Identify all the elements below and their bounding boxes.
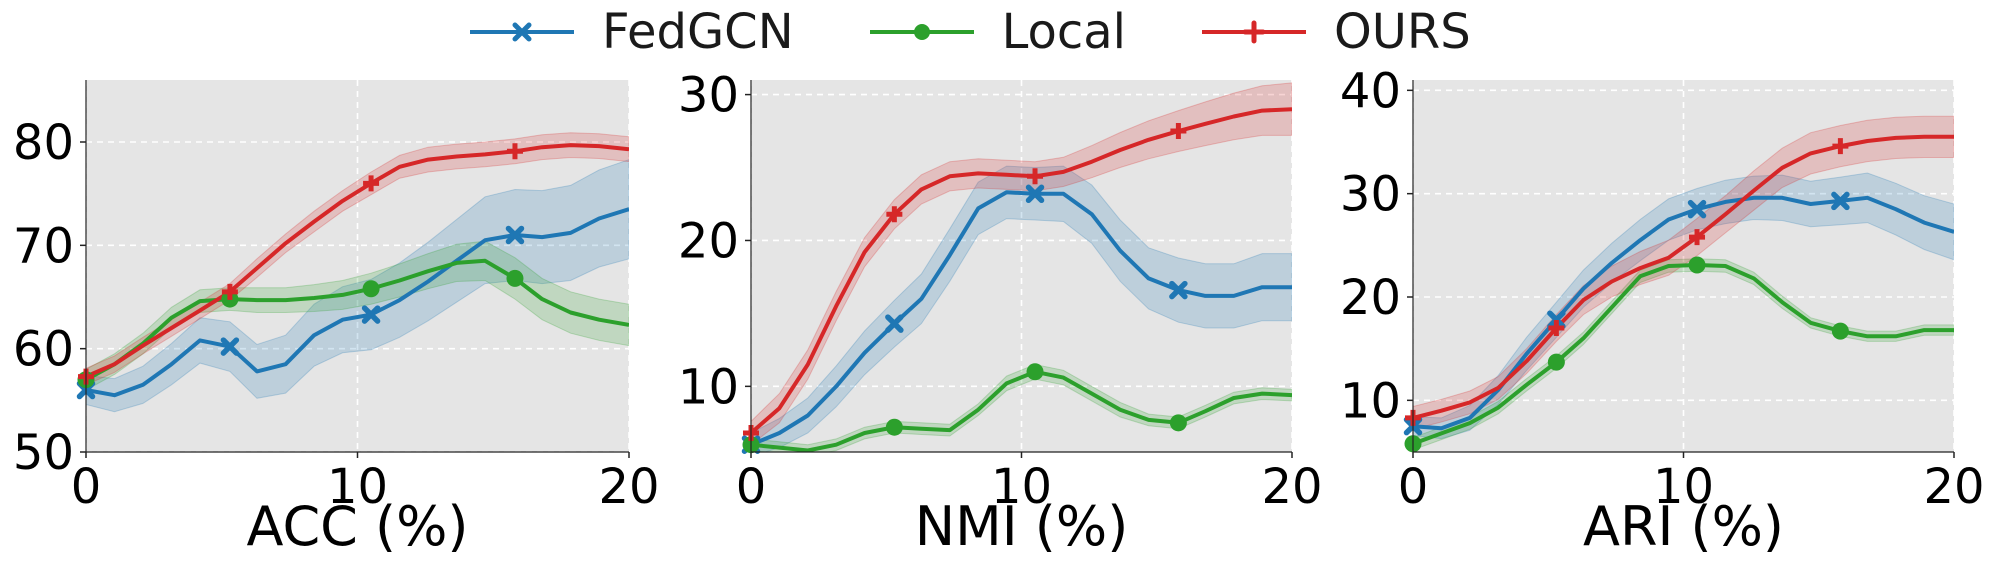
fedgcn-marker xyxy=(1547,310,1566,329)
y-tick-label: 60 xyxy=(13,322,74,378)
local-marker xyxy=(1026,363,1044,381)
local-line xyxy=(86,258,629,382)
ours-marker xyxy=(1689,229,1706,246)
ours-line xyxy=(86,143,629,379)
local-marker xyxy=(362,280,380,298)
fedgcn-legend-marker xyxy=(470,22,574,42)
ari-panel: 0 10 20 10 20 30 40 ARI (%) xyxy=(1340,63,1985,558)
legend-item-local: Local xyxy=(869,4,1127,60)
x-tick-label: 20 xyxy=(1261,459,1322,515)
x-tick-label: 20 xyxy=(1923,459,1984,515)
fedgcn-marker xyxy=(885,314,904,333)
ours-legend-marker xyxy=(1202,20,1307,44)
ours-marker xyxy=(1027,168,1044,185)
x-tick-label: 10 xyxy=(327,459,388,515)
local-confidence-band xyxy=(1413,258,1954,451)
x-axis-label: NMI (%) xyxy=(915,495,1129,558)
ours-marker xyxy=(363,175,380,192)
x-tick-label: 10 xyxy=(1653,459,1714,515)
local-line xyxy=(751,369,1292,452)
ours-marker xyxy=(1170,123,1187,140)
local-marker xyxy=(506,269,524,287)
y-tick-label: 30 xyxy=(678,68,739,124)
ours-marker xyxy=(886,206,903,223)
fedgcn-marker xyxy=(1025,184,1045,204)
local-marker xyxy=(1547,353,1565,371)
legend-item-fedgcn: FedGCN xyxy=(470,4,794,60)
x-axis-label: ARI (%) xyxy=(1583,495,1784,558)
ours-marker xyxy=(221,283,238,300)
ours-marker xyxy=(1548,320,1565,336)
x-tick-label: 0 xyxy=(736,459,767,515)
y-tick-label: 20 xyxy=(678,213,739,269)
series-layer xyxy=(86,132,629,413)
ours-confidence-band xyxy=(86,132,629,386)
y-tick-label: 40 xyxy=(1340,63,1401,119)
series-layer xyxy=(751,82,1292,452)
fedgcn-marker xyxy=(1687,199,1707,219)
local-legend-marker xyxy=(869,24,974,40)
y-tick-label: 80 xyxy=(13,115,74,171)
fedgcn-marker xyxy=(505,225,525,245)
x-axis-label: ACC (%) xyxy=(246,495,468,558)
fedgcn-confidence-band xyxy=(86,159,629,413)
y-tick-label: 50 xyxy=(13,425,74,481)
y-tick-label: 70 xyxy=(13,218,74,274)
fedgcn-marker xyxy=(220,337,240,356)
fedgcn-marker xyxy=(361,305,381,324)
fedgcn-line xyxy=(751,190,1292,447)
ours-marker xyxy=(506,143,523,160)
fedgcn-confidence-band xyxy=(751,165,1292,452)
fedgcn-marker xyxy=(1831,191,1850,211)
series-layer xyxy=(1413,115,1954,451)
local-marker xyxy=(885,418,903,436)
ours-line xyxy=(1413,134,1954,420)
legend-label-fedgcn: FedGCN xyxy=(602,4,794,60)
y-tick-label: 20 xyxy=(1340,270,1401,326)
legend: FedGCN Local OURS xyxy=(470,0,1547,64)
nmi-panel: 0 10 20 10 20 30 NMI (%) xyxy=(678,68,1323,558)
y-tick-label: 10 xyxy=(678,359,739,415)
y-tick-label: 10 xyxy=(1340,373,1401,429)
y-tick-label: 30 xyxy=(1340,167,1401,223)
legend-item-ours: OURS xyxy=(1202,4,1471,60)
local-marker xyxy=(1688,256,1706,274)
x-tick-label: 0 xyxy=(71,459,102,515)
ours-marker xyxy=(1832,138,1849,155)
local-marker xyxy=(1169,414,1187,432)
x-tick-label: 10 xyxy=(991,459,1052,515)
local-marker xyxy=(1831,322,1849,340)
local-line xyxy=(1413,263,1954,446)
x-tick-label: 20 xyxy=(598,459,659,515)
legend-label-local: Local xyxy=(1001,4,1127,60)
fedgcn-line xyxy=(86,207,629,398)
legend-label-ours: OURS xyxy=(1334,4,1471,60)
x-tick-label: 0 xyxy=(1398,459,1429,515)
ours-line xyxy=(751,107,1292,435)
local-confidence-band xyxy=(86,240,629,391)
fedgcn-confidence-band xyxy=(1413,172,1954,440)
acc-panel: 0 10 20 50 60 70 80 ACC (%) xyxy=(13,80,660,558)
fedgcn-marker xyxy=(1169,280,1188,300)
